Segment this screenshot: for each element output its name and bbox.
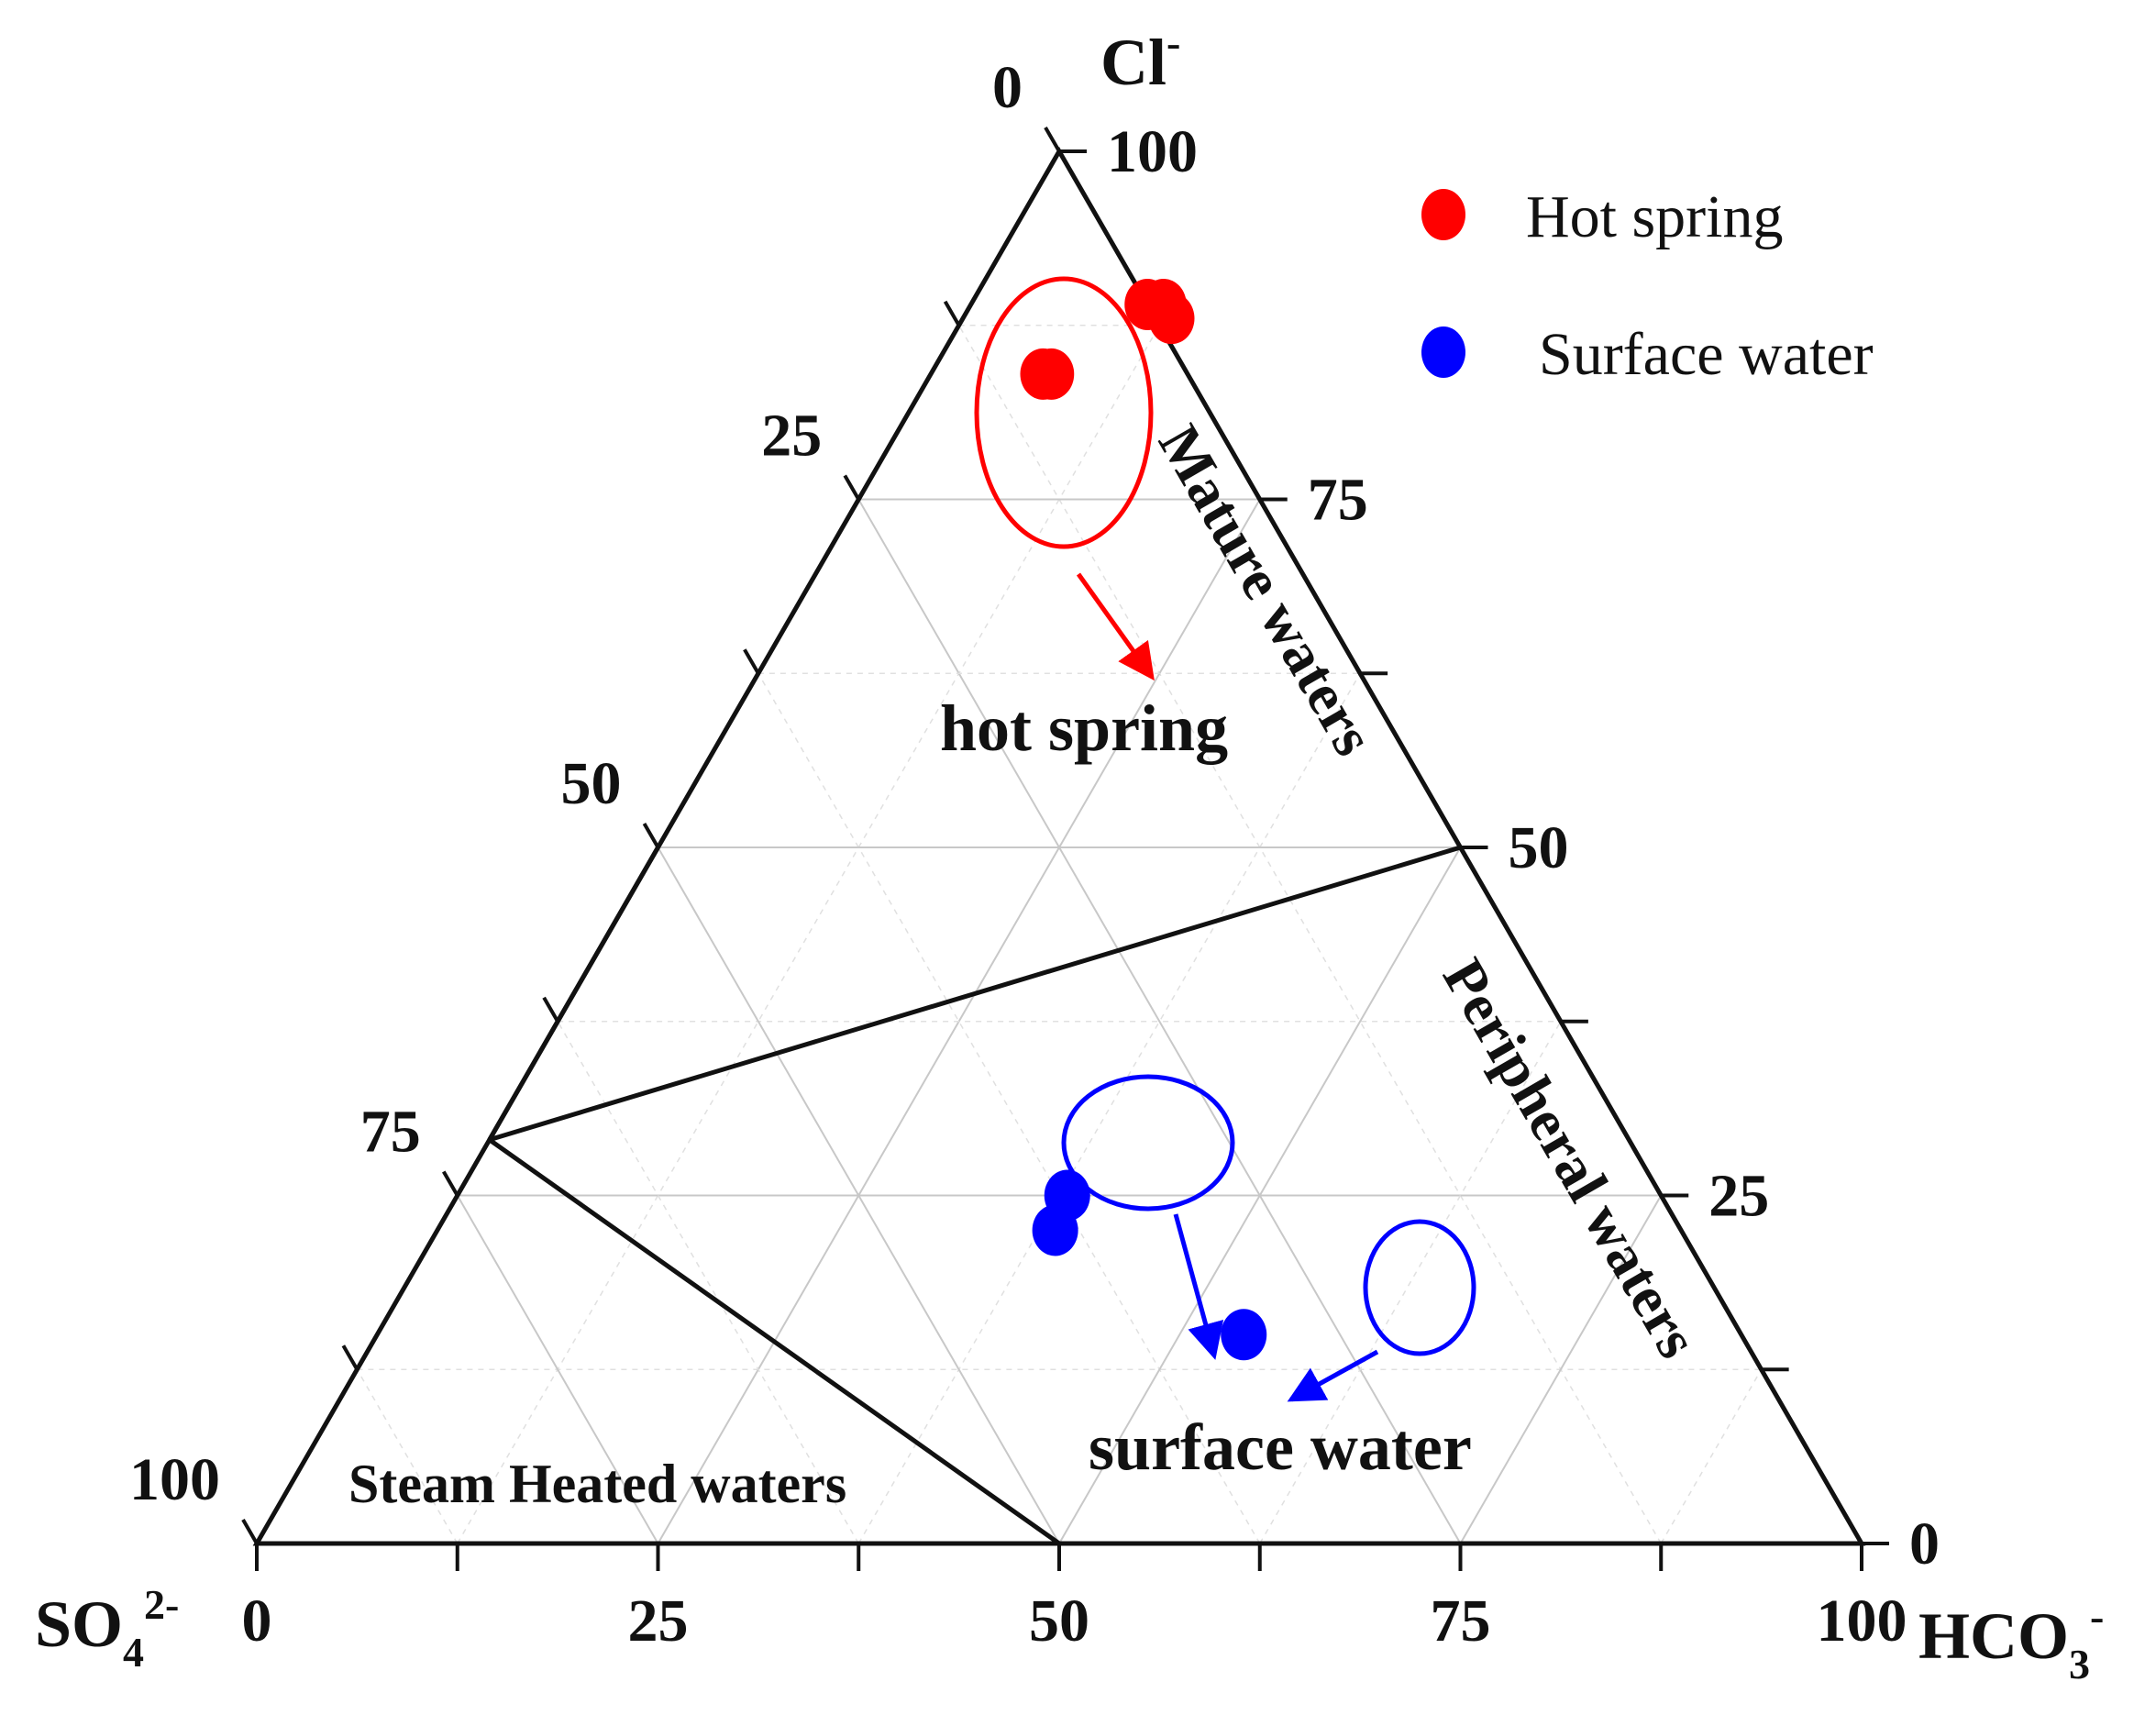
tick-mark-left	[1044, 127, 1061, 153]
axis-title-right-sup: -	[2090, 1593, 2104, 1640]
grid-line-hco3	[1459, 1195, 1663, 1544]
tick-mark-left	[943, 300, 961, 326]
tick-label-bottom: 100	[1817, 1588, 1907, 1654]
tick-label-right: 75	[1308, 467, 1368, 534]
region-boundary-line	[487, 846, 660, 1142]
hot-spring-point	[1028, 348, 1075, 400]
grid-line-hco3	[457, 325, 1161, 1544]
hot-spring-arrow	[1076, 572, 1155, 681]
surface-water-point	[1221, 1309, 1267, 1361]
grid-line-hco3	[857, 672, 1361, 1544]
tick-label-right: 0	[1909, 1510, 1940, 1577]
surface-water-cluster-ellipse-2	[1363, 1219, 1476, 1356]
legend: Hot spring Surface water	[1421, 183, 1874, 388]
annotation-hot-spring: hot spring	[940, 692, 1228, 765]
grid-lines	[356, 325, 1763, 1544]
legend-label-surface-water: Surface water	[1539, 321, 1874, 388]
hot-spring-point	[1148, 293, 1195, 345]
tick-label-left: 25	[761, 403, 822, 470]
tick-label-left: 0	[992, 54, 1023, 121]
tick-mark-left	[743, 648, 760, 675]
grid-line-so4	[356, 1368, 459, 1544]
tick-label-bottom: 25	[628, 1588, 689, 1654]
region-boundaries	[487, 845, 1462, 1546]
tick-label-right: 50	[1509, 814, 1569, 881]
surface-water-arrow-1	[1173, 1213, 1224, 1360]
tick-label-left: 75	[360, 1099, 421, 1166]
annotation-surface-water: surface water	[1089, 1411, 1472, 1484]
surface-water-point	[1032, 1204, 1078, 1256]
axis-title-left-sub: 4	[123, 1629, 144, 1676]
data-points	[1020, 278, 1267, 1361]
tick-label-bottom: 0	[242, 1588, 272, 1654]
tick-mark-left	[241, 1519, 259, 1545]
surface-water-cluster-ellipse-1	[1061, 1074, 1235, 1212]
region-label-steam-heated: Steam Heated waters	[348, 1454, 846, 1514]
axis-title-right-main: HCO	[1918, 1599, 2069, 1673]
grid-line-so4	[456, 1195, 659, 1544]
axis-title-left-main: SO	[35, 1588, 123, 1661]
axis-title-right: HCO3-	[1918, 1593, 2104, 1687]
region-boundary-line	[489, 845, 1462, 1143]
tick-label-right: 25	[1708, 1163, 1769, 1230]
tick-mark-left	[442, 1170, 459, 1197]
tick-label-right: 100	[1107, 118, 1198, 185]
region-boundary-line	[488, 1137, 1061, 1546]
legend-label-hot-spring: Hot spring	[1526, 183, 1784, 250]
grid-line-so4	[557, 1021, 859, 1544]
tick-mark-left	[642, 823, 660, 849]
grid-line-hco3	[1058, 846, 1462, 1544]
grid-line-so4	[957, 325, 1662, 1544]
grid-line-so4	[757, 672, 1261, 1544]
tick-label-left: 100	[129, 1446, 220, 1513]
axis-title-left: SO42-	[35, 1581, 179, 1676]
tick-label-bottom: 75	[1431, 1588, 1491, 1654]
axis-title-top: Cl-	[1100, 19, 1180, 99]
axis-title-top-sup: -	[1166, 19, 1180, 66]
tick-mark-left	[341, 1344, 359, 1371]
legend-marker-hot-spring	[1421, 189, 1465, 240]
axis-title-top-main: Cl	[1100, 26, 1166, 99]
grid-line-hco3	[1259, 1021, 1562, 1544]
tick-label-left: 50	[561, 750, 622, 817]
tick-mark-left	[542, 996, 559, 1023]
surface-water-arrow-2	[1287, 1349, 1379, 1402]
legend-marker-surface-water	[1421, 326, 1465, 378]
grid-line-so4	[657, 846, 1060, 1544]
axis-title-right-sub: 3	[2069, 1641, 2090, 1687]
legend-item-surface-water: Surface water	[1421, 321, 1874, 388]
tick-mark-left	[843, 474, 860, 501]
hot-spring-cluster-ellipse	[974, 276, 1154, 549]
axis-title-left-sup: 2-	[144, 1581, 179, 1628]
legend-item-hot-spring: Hot spring	[1421, 183, 1784, 250]
grid-line-hco3	[1660, 1368, 1763, 1544]
axis-ticks: 0 0 0 25 25 25 50 50 50 75 75 75 100 100 100	[129, 54, 1940, 1654]
tick-label-bottom: 50	[1029, 1588, 1089, 1654]
